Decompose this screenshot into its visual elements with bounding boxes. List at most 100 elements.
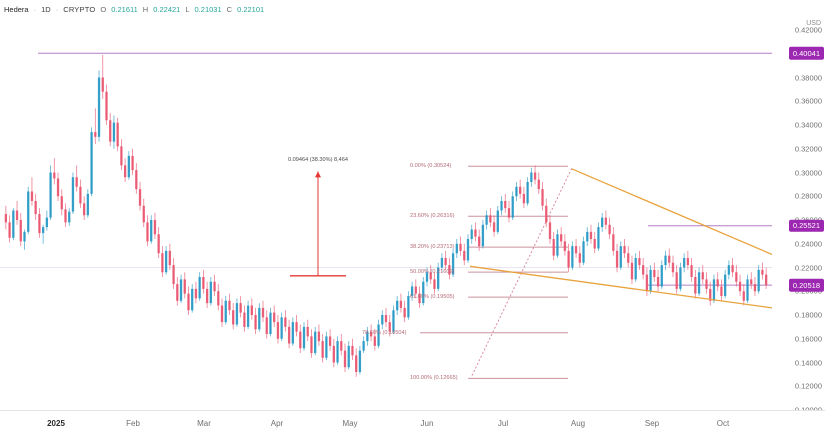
candle-body (75, 177, 78, 187)
candle-body (97, 77, 101, 137)
candle-body (276, 322, 280, 339)
fibonacci-retracement[interactable] (420, 165, 568, 379)
candle-body (250, 305, 253, 315)
candle-body (589, 231, 593, 240)
candle-body (302, 326, 306, 349)
candle-body (697, 272, 701, 294)
candle-body (64, 209, 67, 223)
candle-body (351, 345, 354, 356)
close-label: C (226, 4, 233, 14)
candle-series (4, 54, 768, 377)
resistance-badge[interactable]: 0.40041 (788, 47, 824, 60)
candle-body (560, 234, 563, 242)
lower-wedge-line[interactable] (469, 265, 772, 309)
fib-level-label: 61.80% (0.19505) (410, 294, 455, 301)
candle-body (179, 279, 183, 301)
candle-body (38, 214, 41, 234)
price-chart-plot[interactable]: 0.00% (0.30524) 23.60% (0.26316) 38.20% (0… (0, 18, 772, 410)
candle-body (466, 239, 470, 261)
candle-body (455, 243, 458, 254)
candle-body (101, 77, 104, 92)
candle-body (332, 345, 335, 363)
candle-body (41, 227, 45, 234)
candle-body (209, 281, 212, 304)
candle-body (578, 253, 581, 263)
candle-body (492, 222, 496, 232)
candle-body (671, 262, 675, 273)
candle-body (414, 286, 417, 294)
price-tick-label: 0.34000 (794, 120, 822, 130)
candle-body (612, 234, 615, 251)
candle-body (82, 203, 86, 216)
fib-level-label: 50.00% (0.21609) (410, 269, 455, 276)
candle-body (653, 269, 656, 278)
candle-body (291, 322, 294, 344)
candle-body (701, 272, 704, 280)
candle-body (131, 155, 134, 171)
time-tick-label: Apr (270, 419, 284, 428)
candle-body (552, 239, 555, 256)
upper-wedge-line[interactable] (571, 168, 772, 256)
candle-body (738, 281, 742, 292)
low-value: 0.21031 (194, 4, 222, 14)
candle-body (686, 258, 690, 266)
chart-header: Hedera · 1D · CRYPTO O 0.21611 H 0.22421… (4, 3, 264, 15)
candle-body (507, 208, 511, 218)
fib-level-label: 78.60% (0.16504) (362, 329, 407, 336)
candle-body (403, 307, 406, 318)
timeframe-label[interactable]: 1D (41, 4, 51, 14)
fib-projection-line[interactable] (471, 167, 573, 376)
candle-body (485, 215, 488, 225)
candle-body (90, 132, 93, 194)
candle-body (429, 272, 432, 280)
open-value: 0.21611 (111, 4, 138, 14)
candle-body (362, 341, 365, 351)
candle-body (15, 210, 19, 220)
time-tick-label: Sep (644, 419, 660, 428)
candle-body (105, 91, 108, 121)
candle-body (615, 250, 619, 268)
exchange-label: CRYPTO (63, 4, 96, 14)
price-tick-label: 0.28000 (794, 191, 822, 201)
price-axis[interactable]: USD 0.420000.400000.380000.360000.340000… (772, 18, 825, 415)
measure-annotation[interactable] (290, 171, 346, 277)
candle-body (470, 229, 473, 239)
candle-body (269, 312, 272, 335)
candle-body (150, 220, 153, 242)
candle-body (604, 217, 608, 225)
symbol-label[interactable]: Hedera (4, 4, 29, 14)
candle-body (638, 258, 641, 266)
candle-body (168, 250, 171, 266)
candle-body (381, 315, 384, 325)
candle-body (731, 265, 734, 273)
candle-body (601, 217, 604, 228)
last-price-badge[interactable]: 0.20518 (788, 278, 824, 292)
midline-badge[interactable]: 0.25521 (788, 219, 824, 232)
candle-body (563, 241, 567, 251)
candle-body (12, 210, 15, 238)
candle-body (511, 196, 514, 218)
candle-body (53, 172, 56, 179)
candle-body (649, 269, 652, 292)
fib-level-label: 100.00% (0.12665) (410, 375, 458, 382)
high-label: H (142, 4, 149, 14)
candle-body (694, 277, 697, 294)
candle-body (138, 189, 142, 206)
candle-body (232, 310, 235, 325)
candle-body (500, 201, 503, 211)
candle-body (243, 312, 246, 327)
candle-body (496, 210, 499, 232)
candle-body (727, 265, 731, 275)
candle-body (571, 246, 574, 268)
candle-body (71, 177, 75, 212)
candle-body (235, 303, 239, 325)
candle-body (530, 172, 533, 182)
candle-body (660, 265, 663, 287)
time-axis[interactable]: 2025 Feb Mar Apr May Jun Jul Aug Sep Oct (0, 410, 825, 437)
open-label: O (100, 4, 107, 14)
candle-body (317, 331, 321, 342)
candle-body (392, 310, 395, 332)
candle-body (433, 279, 436, 289)
price-tick-label: 0.14000 (794, 358, 822, 367)
price-tick-label: 0.18000 (794, 310, 822, 320)
